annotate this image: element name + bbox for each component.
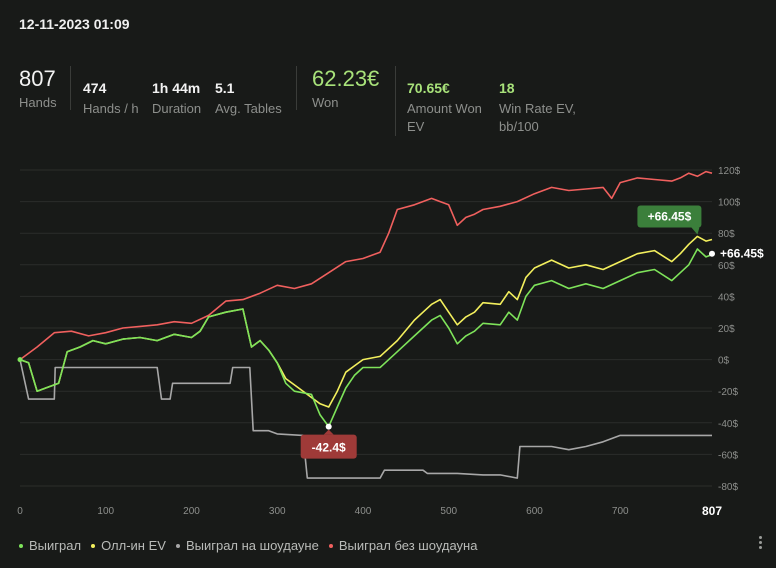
final-value-point <box>709 250 715 257</box>
x-tick-label: 200 <box>183 506 200 517</box>
legend-label-non-showdown: Выиграл без шоудауна <box>338 538 478 553</box>
final-value-label: +66.45$ <box>720 247 764 261</box>
max-callout-box <box>637 205 702 228</box>
stat-hands-per-hour-label: Hands / h <box>83 101 139 116</box>
stat-won-label: Won <box>312 95 339 110</box>
series-line-1 <box>19 235 713 408</box>
x-tick-label: 700 <box>612 506 629 517</box>
x-end-label: 807 <box>702 504 722 518</box>
y-tick-label: -80$ <box>718 482 738 493</box>
legend-item-non-showdown[interactable]: Выиграл без шоудауна <box>328 538 478 553</box>
legend-label-won: Выиграл <box>29 538 82 553</box>
x-tick-label: 400 <box>355 506 372 517</box>
stat-win-rate-ev-label: Win Rate EV, bb/100 <box>499 100 576 136</box>
y-tick-label: 60$ <box>718 261 735 272</box>
legend-dot-allin-ev <box>91 543 96 548</box>
stats-divider <box>296 66 297 110</box>
series-start-point <box>17 357 23 363</box>
legend-label-showdown: Выиграл на шоудауне <box>185 538 319 553</box>
min-callout-pointer <box>323 429 334 435</box>
stat-hands-per-hour-value: 474 <box>83 80 107 96</box>
stat-hands-value: 807 <box>19 66 56 91</box>
chart-legend: Выиграл Олл-ин EV Выиграл на шоудауне Вы… <box>19 538 477 553</box>
y-tick-label: 40$ <box>718 292 735 303</box>
stat-win-rate-ev: 18 Win Rate EV, bb/100 <box>499 80 576 136</box>
stat-amount-won-ev-label-line1: Amount Won <box>407 101 482 116</box>
stats-divider <box>395 66 396 136</box>
legend-dot-showdown <box>175 543 180 548</box>
stat-amount-won-ev-value: 70.65€ <box>407 80 450 96</box>
stat-avg-tables: 5.1 Avg. Tables <box>215 80 282 118</box>
x-tick-label: 500 <box>440 506 457 517</box>
stat-avg-tables-value: 5.1 <box>215 80 235 96</box>
x-tick-label: 100 <box>97 506 114 517</box>
stat-win-rate-ev-label-line1: Win Rate EV, <box>499 101 576 116</box>
stat-win-rate-ev-value: 18 <box>499 80 515 96</box>
y-tick-label: -40$ <box>718 419 738 430</box>
stats-bar: 807 Hands 474 Hands / h 1h 44m Duration … <box>0 66 776 136</box>
max-callout-pointer <box>691 227 700 235</box>
y-tick-label: 0$ <box>718 356 730 367</box>
session-date: 12-11-2023 01:09 <box>19 16 130 32</box>
stat-hands-label: Hands <box>19 95 57 110</box>
min-callout-box <box>300 434 357 459</box>
x-tick-label: 600 <box>526 506 543 517</box>
kebab-menu-icon[interactable] <box>757 534 763 552</box>
legend-item-showdown[interactable]: Выиграл на шоудауне <box>175 538 319 553</box>
stat-hands-per-hour: 474 Hands / h <box>83 80 139 118</box>
stat-win-rate-ev-label-line2: bb/100 <box>499 119 539 134</box>
legend-dot-non-showdown <box>328 543 333 548</box>
x-tick-label: 300 <box>269 506 286 517</box>
min-callout-label: -42.4$ <box>312 441 346 455</box>
series-line-0 <box>19 248 713 428</box>
stat-amount-won-ev: 70.65€ Amount Won EV <box>407 80 482 136</box>
stat-won-value: 62.23€ <box>312 66 380 91</box>
legend-label-allin-ev: Олл-ин EV <box>101 538 166 553</box>
stat-won: 62.23€ Won <box>312 66 379 112</box>
profit-chart[interactable]: 120$ 100$ 80$ 60$ 40$ 20$ 0$ -20$ -40$ -60$ -80$ 0 1… <box>0 150 776 520</box>
stat-duration: 1h 44m Duration <box>152 80 201 118</box>
min-value-point <box>325 423 332 430</box>
stat-duration-value: 1h 44m <box>152 80 201 96</box>
x-tick-label: 0 <box>17 506 23 517</box>
stats-divider <box>70 66 71 110</box>
y-tick-label: 100$ <box>718 198 741 209</box>
series-line-3 <box>19 170 713 361</box>
y-tick-label: -60$ <box>718 450 738 461</box>
legend-dot-won <box>19 543 23 548</box>
legend-item-allin-ev[interactable]: Олл-ин EV <box>91 538 166 553</box>
stat-amount-won-ev-label-line2: EV <box>407 119 425 134</box>
y-tick-label: 120$ <box>718 166 741 177</box>
legend-item-won[interactable]: Выиграл <box>19 538 81 553</box>
max-callout-label: +66.45$ <box>648 210 692 224</box>
stat-avg-tables-label: Avg. Tables <box>215 101 282 116</box>
stat-duration-label: Duration <box>152 101 202 116</box>
stat-amount-won-ev-label: Amount Won EV <box>407 100 482 136</box>
y-tick-label: -20$ <box>718 387 738 398</box>
y-tick-label: 20$ <box>718 324 735 335</box>
series-line-2 <box>19 359 712 479</box>
y-tick-label: 80$ <box>718 229 735 240</box>
stat-hands: 807 Hands <box>19 66 57 112</box>
